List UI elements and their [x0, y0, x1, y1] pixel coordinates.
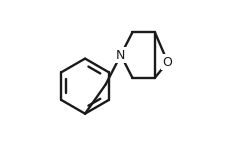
Text: O: O	[162, 56, 172, 69]
Text: N: N	[116, 49, 125, 61]
